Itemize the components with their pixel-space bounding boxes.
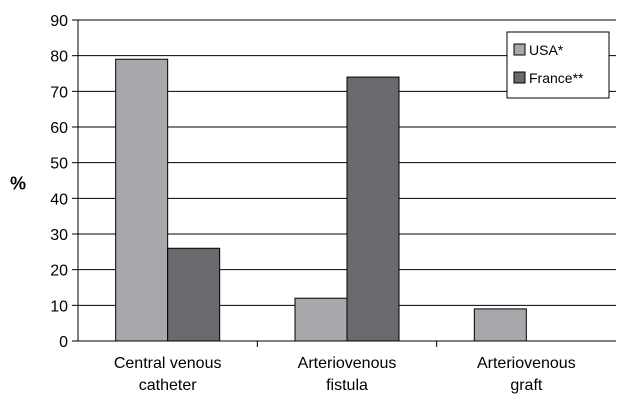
y-tick-label: 80 — [50, 49, 68, 66]
bar-france — [167, 247, 221, 342]
legend: USA* France** — [506, 31, 610, 99]
x-category-labels: Central venous catheter Arteriovenous fistu… — [114, 355, 576, 394]
x-category-label: graft — [510, 377, 543, 394]
legend-swatch — [513, 43, 526, 56]
x-category-label: Central venous — [114, 355, 222, 372]
bar-usa — [294, 297, 348, 342]
y-tick-label: 30 — [50, 227, 68, 244]
bar-usa — [115, 58, 169, 342]
y-tick-label: 50 — [50, 156, 68, 173]
bar-usa — [473, 308, 527, 342]
x-category-label: Arteriovenous — [477, 355, 576, 372]
bars — [115, 58, 527, 342]
legend-label: France** — [529, 70, 584, 86]
x-category-label: catheter — [139, 377, 197, 394]
y-tick-label: 40 — [50, 191, 68, 208]
y-axis-label: % — [10, 174, 26, 194]
legend-label: USA* — [529, 42, 564, 58]
legend-box — [506, 31, 610, 99]
bar-france — [346, 76, 400, 342]
x-category-label: fistula — [326, 377, 368, 394]
legend-swatch — [513, 71, 526, 84]
y-tick-label: 60 — [50, 120, 68, 137]
y-tick-labels: 0 10 20 30 40 50 60 70 80 90 — [50, 13, 68, 351]
y-tick-label: 90 — [50, 13, 68, 30]
axes — [72, 19, 616, 347]
y-tick-label: 20 — [50, 263, 68, 280]
y-tick-label: 10 — [50, 298, 68, 315]
y-tick-label: 70 — [50, 84, 68, 101]
x-category-label: Arteriovenous — [298, 355, 397, 372]
y-tick-label: 0 — [59, 334, 68, 351]
